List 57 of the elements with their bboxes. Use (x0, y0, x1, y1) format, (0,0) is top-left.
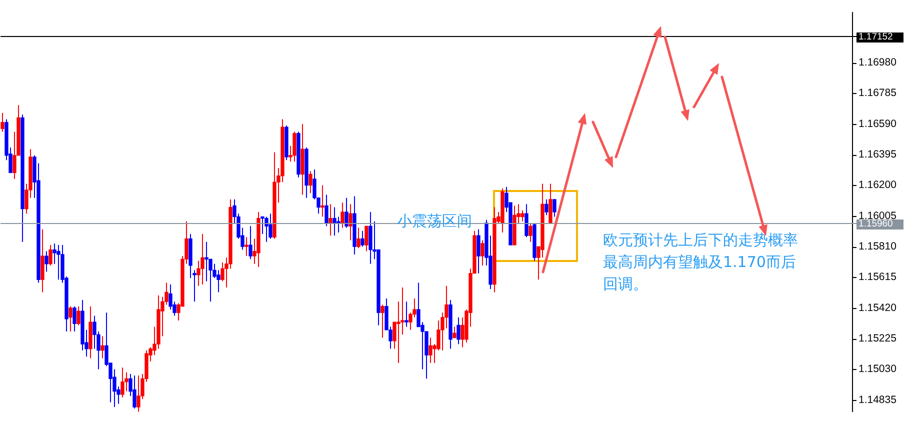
candlestick (348, 204, 352, 241)
candlestick (56, 244, 60, 280)
candlestick (552, 198, 556, 218)
candlestick (264, 216, 268, 242)
candlestick (308, 170, 312, 194)
candlestick (132, 375, 136, 410)
candlestick (364, 226, 368, 252)
candlestick (344, 197, 348, 228)
ref-line-label: 1.15960 (858, 218, 893, 230)
candlestick (328, 204, 332, 236)
candlestick (204, 241, 208, 282)
candlestick (404, 301, 408, 328)
candlestick (476, 228, 480, 274)
candlestick (528, 222, 532, 242)
candlestick (100, 336, 104, 359)
candlestick (380, 304, 384, 338)
candlestick (244, 236, 248, 257)
candlestick (320, 184, 324, 218)
candlestick (68, 306, 72, 332)
ref-line-label: 1.17152 (858, 32, 893, 43)
candlestick (324, 194, 328, 227)
candlestick (72, 306, 76, 332)
candlestick (544, 198, 548, 216)
candlestick (456, 316, 460, 345)
y-tick-label: 1.15030 (858, 363, 897, 376)
y-tick-label: 1.16785 (858, 87, 897, 100)
candlestick (0, 112, 4, 132)
candlestick (248, 226, 252, 260)
y-tick-label: 1.16980 (858, 56, 897, 69)
candlestick (340, 202, 344, 228)
candlestick (332, 206, 336, 236)
candlestick (268, 213, 272, 240)
candlestick (524, 204, 528, 238)
candlestick (120, 367, 124, 398)
y-tick-label: 1.15615 (858, 271, 897, 284)
candlestick (452, 326, 456, 338)
candlestick (76, 306, 80, 326)
annotation: 小震荡区间 (397, 211, 472, 232)
candlestick (200, 234, 204, 285)
candlestick (356, 227, 360, 249)
candlestick (48, 244, 52, 266)
annotation: 欧元预计先上后下的走势概率最高周内有望触及1.170而后回调。 (603, 230, 799, 295)
candlestick (428, 337, 432, 364)
y-tick-label: 1.16395 (858, 148, 897, 160)
candlestick (44, 250, 48, 272)
y-tick-label: 1.16590 (858, 118, 897, 130)
y-tick-label: 1.15420 (858, 302, 897, 314)
y-tick-label: 1.16200 (858, 179, 897, 192)
candlestick (480, 240, 484, 266)
candlestick (336, 216, 340, 233)
candlestick (520, 210, 524, 222)
candlestick (292, 131, 296, 162)
y-tick-label: 1.14835 (858, 394, 897, 406)
candlestick (360, 230, 364, 248)
y-tick-label: 1.15225 (858, 332, 897, 344)
y-tick-label: 1.15810 (858, 240, 897, 252)
candlestick (136, 375, 140, 412)
